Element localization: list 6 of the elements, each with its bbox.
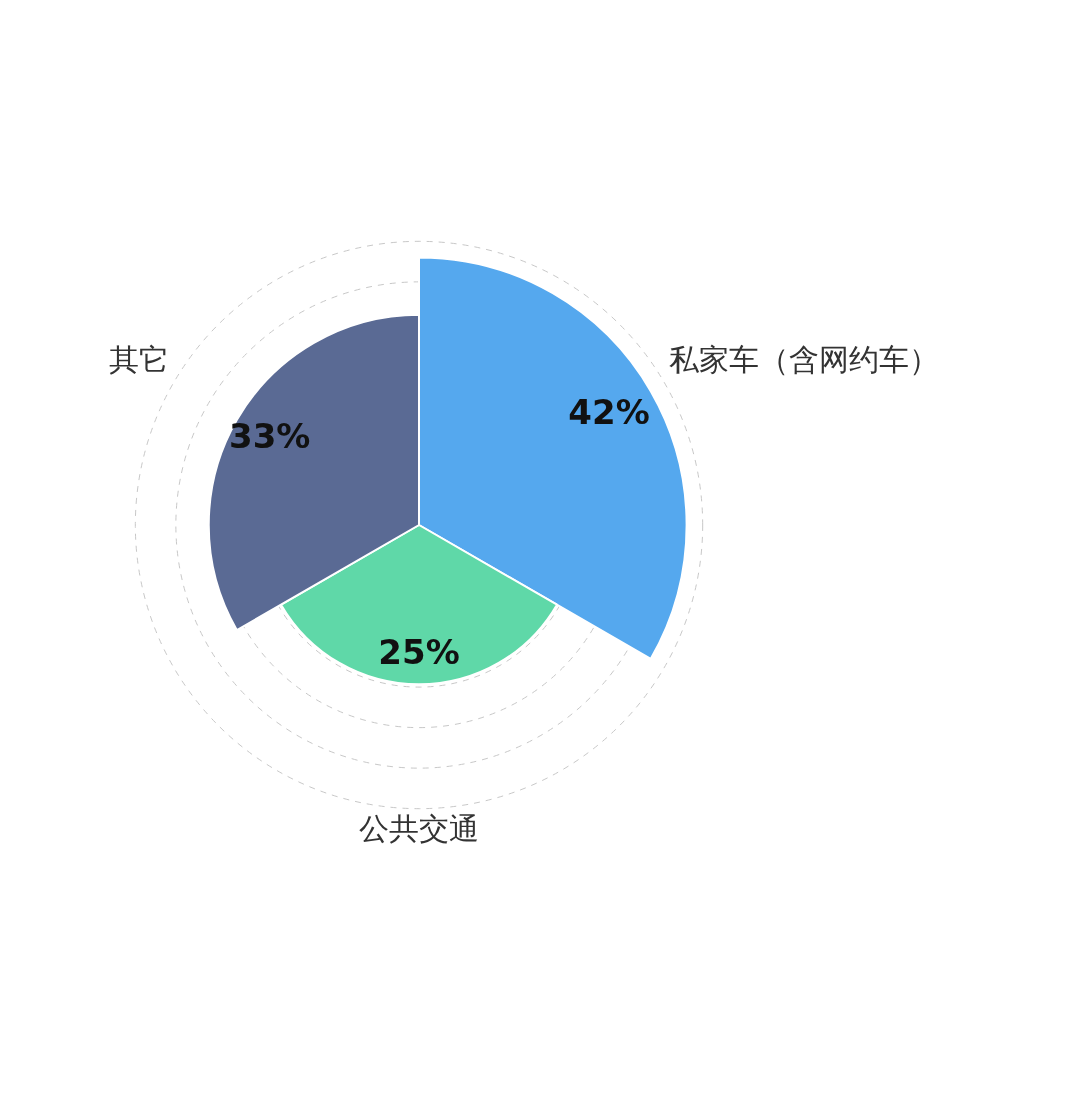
category-label: 其它: [109, 342, 169, 378]
data-label: 42%: [568, 392, 650, 433]
data-label: 33%: [228, 415, 311, 456]
category-label: 私家车（含网约车）: [669, 342, 939, 378]
data-label: 25%: [378, 632, 460, 673]
category-label: 公共交通: [359, 811, 479, 847]
